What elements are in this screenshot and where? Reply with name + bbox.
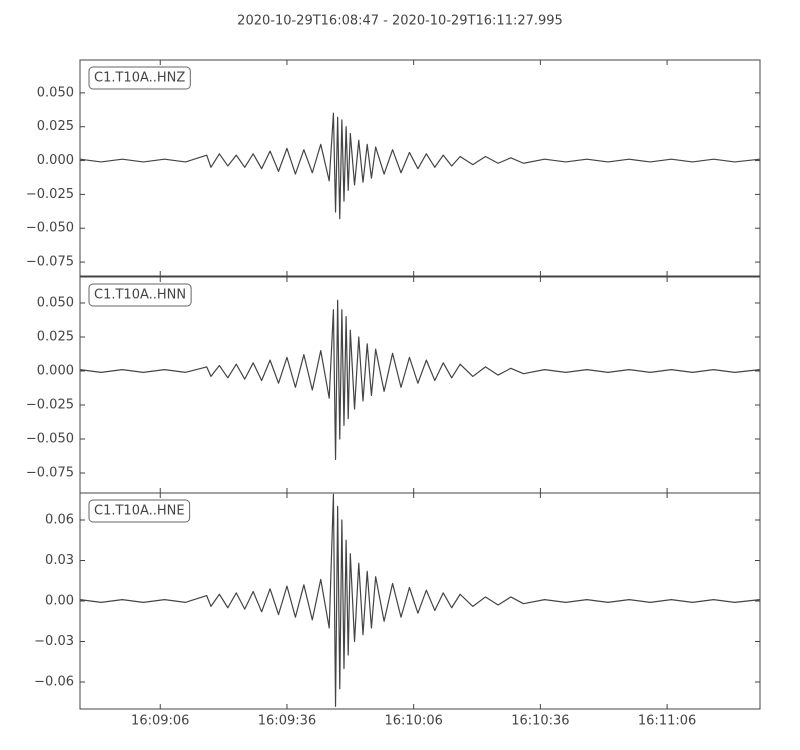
y-tick-label: 0.050	[37, 295, 74, 310]
y-tick-label: 0.00	[45, 594, 74, 609]
y-tick-label: −0.06	[34, 675, 74, 690]
legend-box	[88, 283, 192, 307]
x-tick-label: 16:10:06	[384, 714, 442, 729]
y-tick-label: −0.025	[26, 397, 74, 412]
legend-box	[88, 499, 191, 523]
y-tick-label: −0.03	[34, 634, 74, 649]
legend-label: C1.T10A..HNZ	[94, 71, 185, 86]
plot-frame	[79, 276, 761, 494]
waveform	[79, 493, 761, 707]
y-tick-label: 0.025	[37, 329, 74, 344]
y-tick-label: −0.050	[26, 432, 74, 447]
x-tick-label: 16:09:06	[131, 714, 189, 729]
x-tick-label: 16:09:36	[258, 714, 316, 729]
legend-box	[88, 66, 191, 90]
y-tick-label: 0.000	[37, 153, 74, 168]
legend-label: C1.T10A..HNE	[94, 504, 185, 519]
chart-title: 2020-10-29T16:08:47 - 2020-10-29T16:11:2…	[237, 14, 563, 29]
y-tick-label: −0.025	[26, 187, 74, 202]
x-tick-label: 16:11:06	[638, 714, 696, 729]
y-tick-label: 0.025	[37, 119, 74, 134]
waveform	[79, 299, 761, 460]
waveform	[79, 112, 761, 220]
y-tick-label: 0.000	[37, 363, 74, 378]
y-tick-label: −0.050	[26, 221, 74, 236]
legend-label: C1.T10A..HNN	[94, 288, 186, 303]
x-tick-label: 16:10:36	[511, 714, 569, 729]
y-tick-label: 0.050	[37, 85, 74, 100]
y-tick-label: 0.06	[45, 513, 74, 528]
y-tick-label: −0.075	[26, 466, 74, 481]
y-tick-label: 0.03	[45, 553, 74, 568]
plot-frame	[79, 59, 761, 277]
y-tick-label: −0.075	[26, 255, 74, 270]
